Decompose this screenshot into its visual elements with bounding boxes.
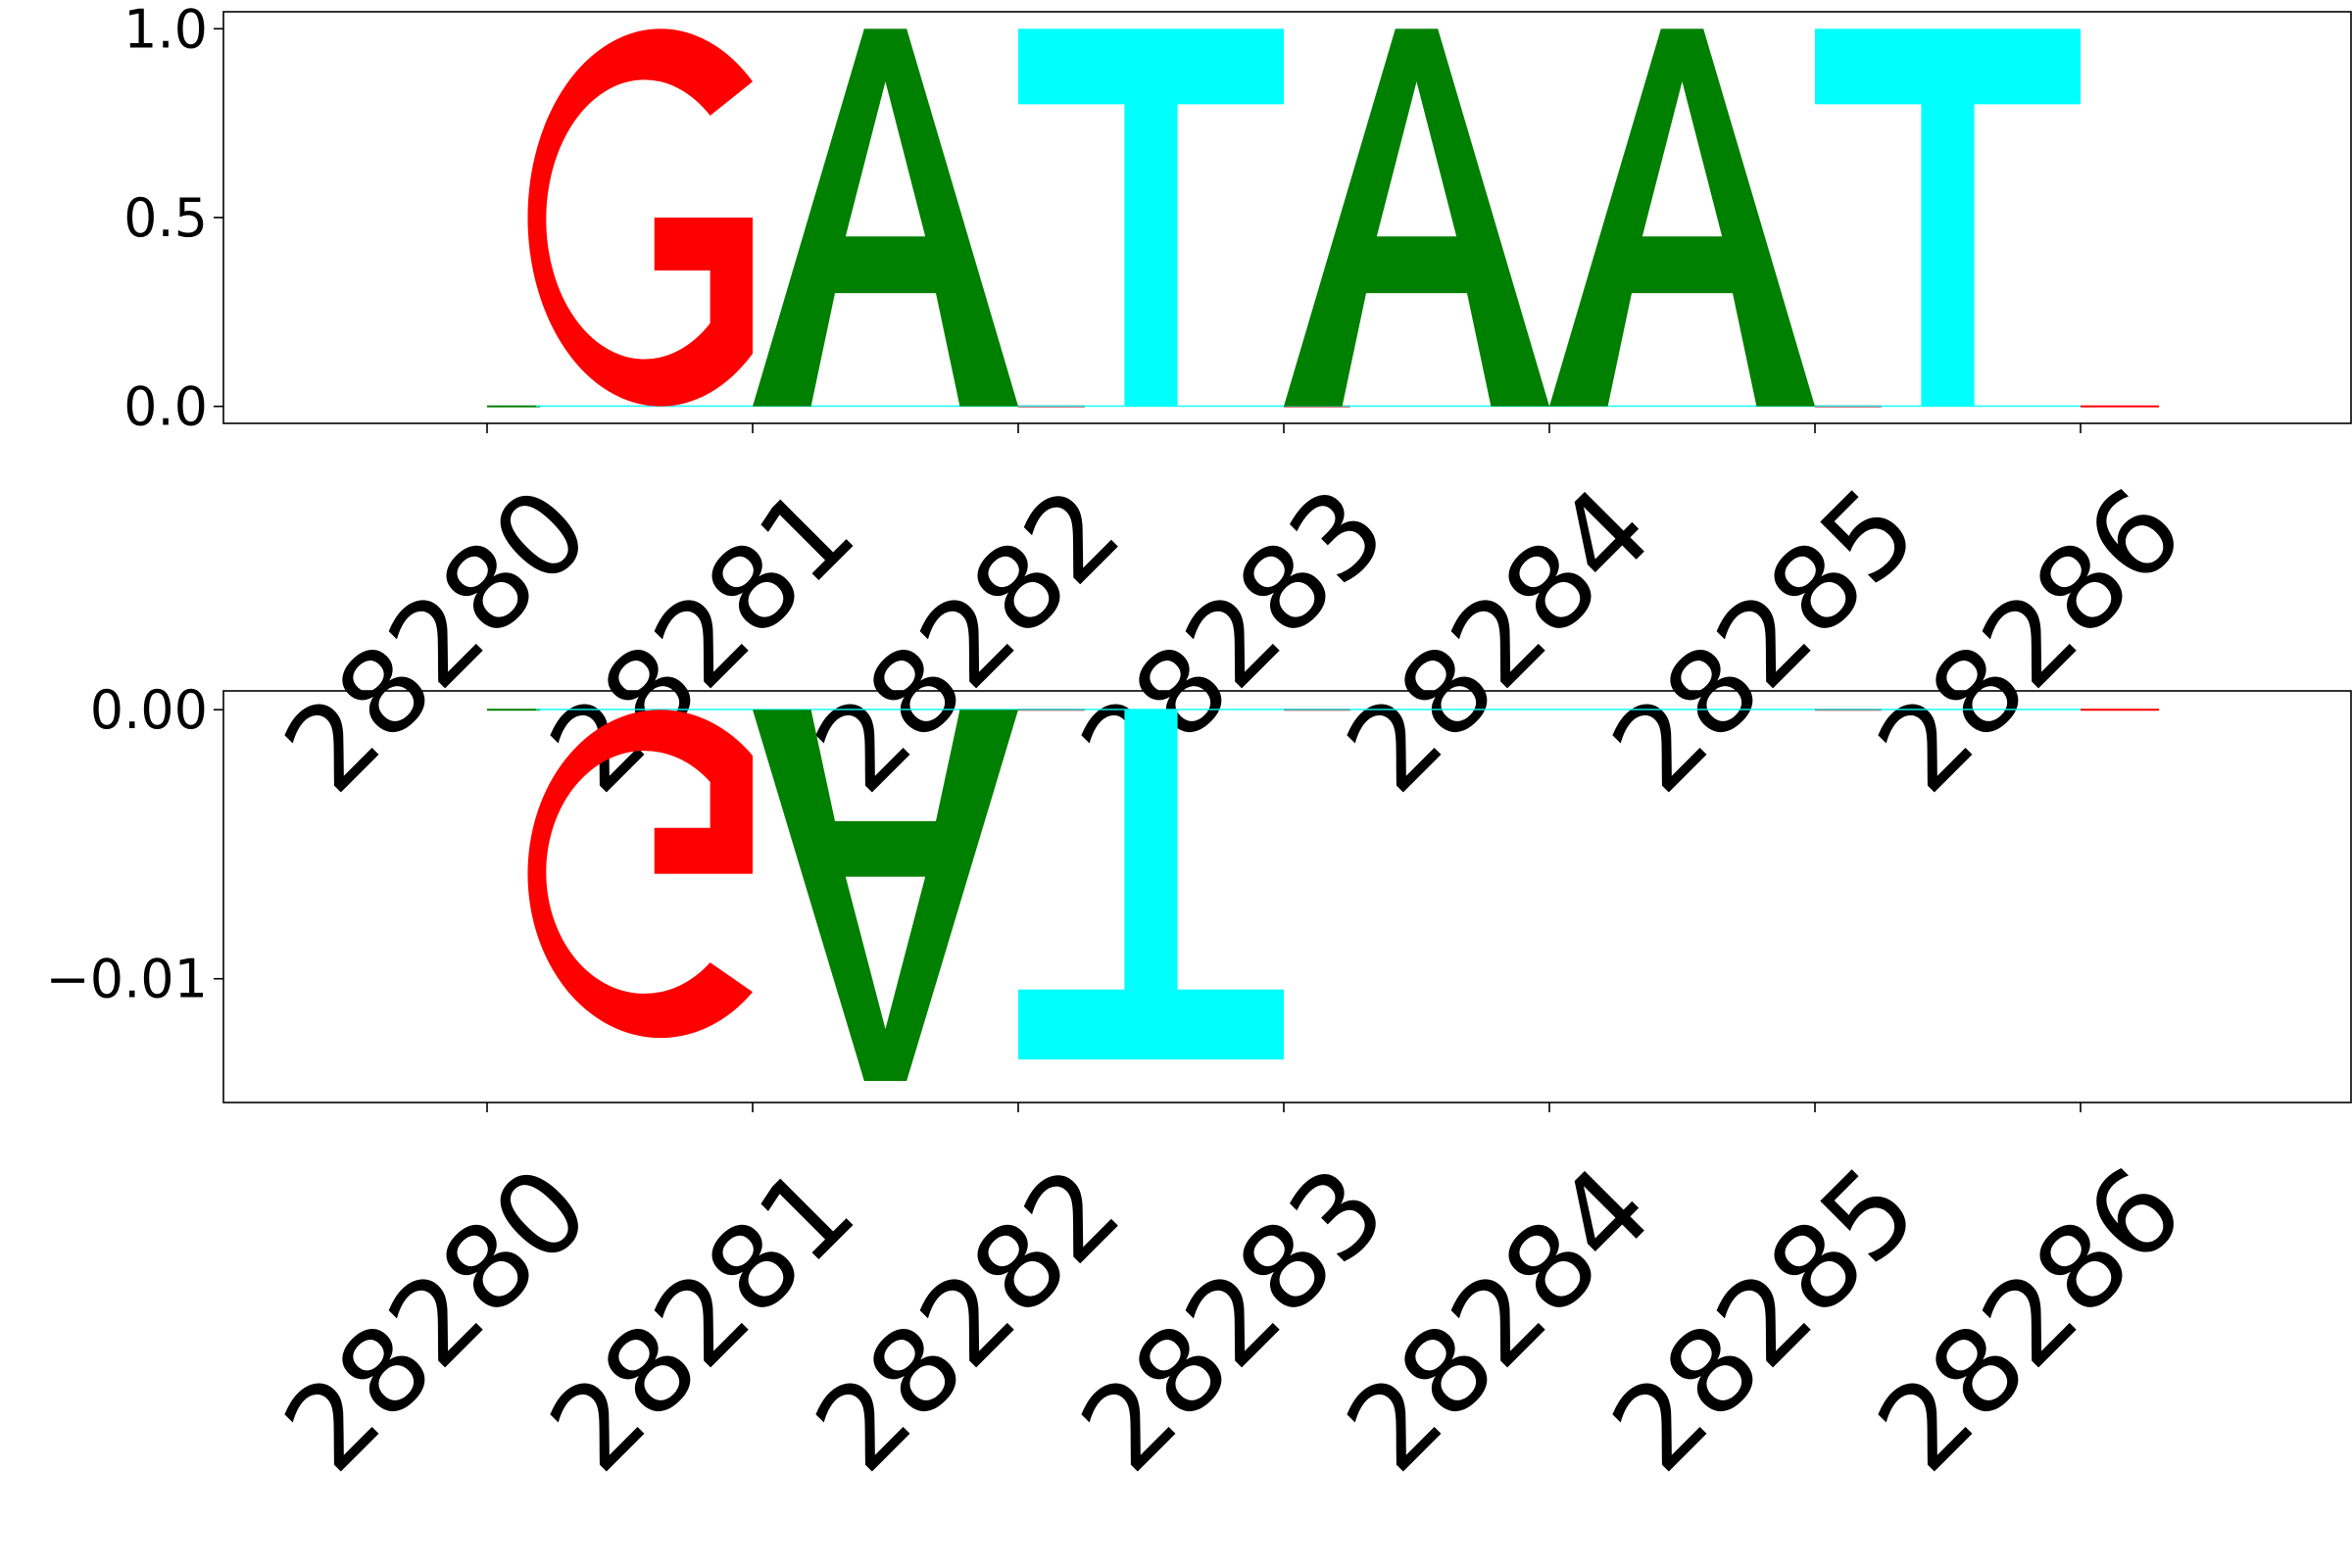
baseline-trace	[536, 709, 2081, 710]
y-tick-label: 0.0	[123, 376, 208, 438]
x-tick-label: 28285	[1587, 462, 1942, 817]
letter-T-28282	[1018, 28, 1284, 407]
plot-area	[487, 28, 2159, 408]
logo-panel-bottom: 0.00 −0.01 2828028281282822828328284282852…	[46, 679, 2352, 1496]
letter-A-28284	[1549, 28, 1815, 407]
x-tick-label: 28280	[259, 1141, 614, 1496]
x-tick-label: 28285	[1587, 1141, 1942, 1496]
letter-A-28281	[753, 28, 1018, 407]
trace-mark	[2081, 709, 2159, 711]
axes-frame	[222, 690, 2352, 1103]
trace-mark	[487, 709, 541, 711]
letter-T-28282	[1018, 710, 1284, 1060]
y-tick-label: 1.0	[123, 0, 208, 60]
x-tick-label: 28283	[1055, 1141, 1411, 1496]
x-tick-label: 28283	[1055, 462, 1411, 817]
trace-mark	[2081, 405, 2159, 408]
letter-G-28280	[527, 28, 753, 407]
x-tick-label: 28284	[1321, 1141, 1677, 1496]
y-tick-label: −0.01	[46, 949, 208, 1010]
letter-A-28283	[1284, 28, 1549, 407]
y-tick-label: 0.00	[90, 679, 208, 741]
letter-G-28280	[527, 710, 753, 1039]
y-tick-label: 0.5	[123, 187, 208, 249]
x-tick-label: 28280	[259, 462, 614, 817]
x-tick-label: 28282	[790, 1141, 1146, 1496]
x-tick-label: 28284	[1321, 462, 1677, 817]
letter-T-28285	[1815, 28, 2081, 407]
logo-panel-top: 0.00.51.02828028281282822828328284282852…	[123, 0, 2352, 817]
letter-A-28281	[753, 710, 1018, 1082]
x-tick-label: 28286	[1852, 1141, 2208, 1496]
trace-mark	[487, 405, 541, 408]
x-tick-label: 28281	[524, 1141, 880, 1496]
x-tick-label: 28286	[1852, 462, 2208, 817]
plot-area	[487, 709, 2159, 1082]
